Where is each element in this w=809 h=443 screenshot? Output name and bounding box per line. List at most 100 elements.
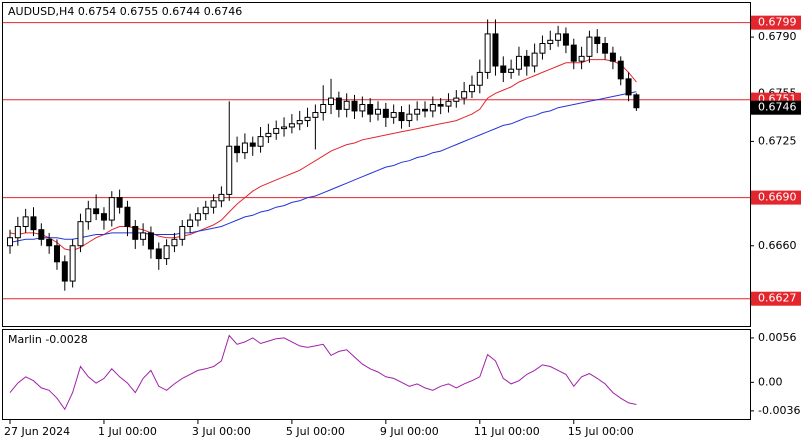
candle-body bbox=[508, 68, 515, 73]
candle-body bbox=[108, 197, 115, 221]
candle-body bbox=[210, 200, 217, 208]
candle-body bbox=[116, 197, 123, 208]
candle-body bbox=[445, 100, 452, 107]
x-tick-label: 15 Jul 00:00 bbox=[568, 425, 634, 438]
price-tag bbox=[751, 100, 801, 115]
y-tick-label: 0.0056 bbox=[758, 331, 797, 344]
level-tag bbox=[751, 15, 801, 30]
indicator-title: Marlin -0.0028 bbox=[8, 333, 88, 346]
candle-body bbox=[414, 108, 421, 115]
candle-body bbox=[85, 208, 92, 223]
candle-body bbox=[179, 225, 186, 240]
candle-body bbox=[421, 108, 428, 112]
candle-body bbox=[523, 55, 530, 67]
candle-body bbox=[609, 52, 616, 62]
candle-body bbox=[226, 145, 233, 195]
chart-title: AUDUSD,H4 0.6754 0.6755 0.6744 0.6746 bbox=[8, 5, 242, 18]
candle-body bbox=[335, 97, 342, 110]
candle-body bbox=[390, 112, 397, 118]
level-label: 0.6799 bbox=[758, 16, 797, 29]
x-tick-label: 11 Jul 00:00 bbox=[474, 425, 540, 438]
candle-body bbox=[578, 55, 585, 62]
candle-body bbox=[218, 193, 225, 202]
candle-body bbox=[194, 213, 201, 221]
candle-body bbox=[500, 65, 507, 73]
candle-body bbox=[53, 245, 60, 263]
candle-body bbox=[570, 44, 577, 62]
candle-body bbox=[602, 43, 609, 54]
candle-body bbox=[171, 238, 178, 247]
candle-body bbox=[187, 219, 194, 227]
candle-body bbox=[22, 216, 29, 227]
candle-body bbox=[461, 91, 468, 99]
x-tick-label: 1 Jul 00:00 bbox=[98, 425, 157, 438]
candle-body bbox=[46, 238, 53, 247]
candle-body bbox=[633, 94, 640, 109]
price-label: 0.6746 bbox=[758, 101, 797, 114]
candle-body bbox=[398, 112, 405, 122]
candle-body bbox=[617, 60, 624, 80]
candle-body bbox=[484, 33, 491, 73]
indicator-line bbox=[9, 334, 637, 411]
x-tick-label: 3 Jul 00:00 bbox=[192, 425, 251, 438]
x-tick-label: 27 Jun 2024 bbox=[4, 425, 70, 438]
candle-body bbox=[140, 232, 147, 240]
level-tag bbox=[751, 291, 801, 306]
indicator-panel bbox=[2, 329, 751, 420]
candle-body bbox=[531, 52, 538, 67]
level-label: 0.6690 bbox=[758, 191, 797, 204]
candle-body bbox=[328, 97, 335, 106]
candle-body bbox=[562, 33, 569, 46]
candle-body bbox=[265, 132, 272, 138]
candle-body bbox=[93, 208, 100, 215]
candle-body bbox=[625, 78, 632, 96]
candle-body bbox=[515, 55, 522, 70]
moving-average bbox=[9, 91, 637, 243]
candle-body bbox=[202, 206, 209, 215]
x-tick-label: 9 Jul 00:00 bbox=[380, 425, 439, 438]
candle-body bbox=[14, 225, 21, 239]
candle-body bbox=[547, 39, 554, 45]
candle-body bbox=[351, 100, 358, 112]
candle-body bbox=[147, 232, 154, 250]
y-tick-label: 0.6790 bbox=[758, 30, 797, 43]
candle-body bbox=[288, 123, 295, 128]
candle-body bbox=[382, 108, 389, 118]
candle-body bbox=[375, 108, 382, 115]
moving-average bbox=[9, 59, 637, 252]
candle-body bbox=[367, 104, 374, 115]
candle-body bbox=[155, 248, 162, 260]
candle-body bbox=[100, 213, 107, 221]
level-tag bbox=[751, 190, 801, 205]
candle-body bbox=[539, 43, 546, 54]
candle-body bbox=[30, 216, 37, 231]
candle-body bbox=[38, 229, 45, 240]
candle-body bbox=[61, 261, 68, 282]
candle-body bbox=[453, 97, 460, 102]
candle-body bbox=[555, 33, 562, 41]
level-label: 0.6627 bbox=[758, 292, 797, 305]
main-panel bbox=[2, 2, 751, 327]
candle-body bbox=[320, 104, 327, 114]
candle-body bbox=[343, 100, 350, 110]
candle-body bbox=[257, 136, 264, 147]
candle-body bbox=[586, 36, 593, 57]
candle-body bbox=[429, 104, 436, 112]
candle-body bbox=[492, 33, 499, 67]
y-tick-label: 0.6725 bbox=[758, 134, 797, 147]
candle-body bbox=[124, 206, 131, 227]
candle-body bbox=[77, 221, 84, 247]
candle-body bbox=[234, 145, 241, 154]
candle-body bbox=[249, 142, 256, 147]
candle-body bbox=[69, 245, 76, 282]
candle-body bbox=[296, 120, 303, 125]
y-tick-label: 0.00 bbox=[758, 375, 783, 388]
candle-body bbox=[406, 113, 413, 122]
candle-body bbox=[476, 71, 483, 86]
candle-body bbox=[132, 225, 139, 240]
candle-body bbox=[241, 142, 248, 154]
candle-body bbox=[468, 84, 475, 93]
candle-body bbox=[281, 126, 288, 130]
candle-body bbox=[273, 128, 280, 134]
